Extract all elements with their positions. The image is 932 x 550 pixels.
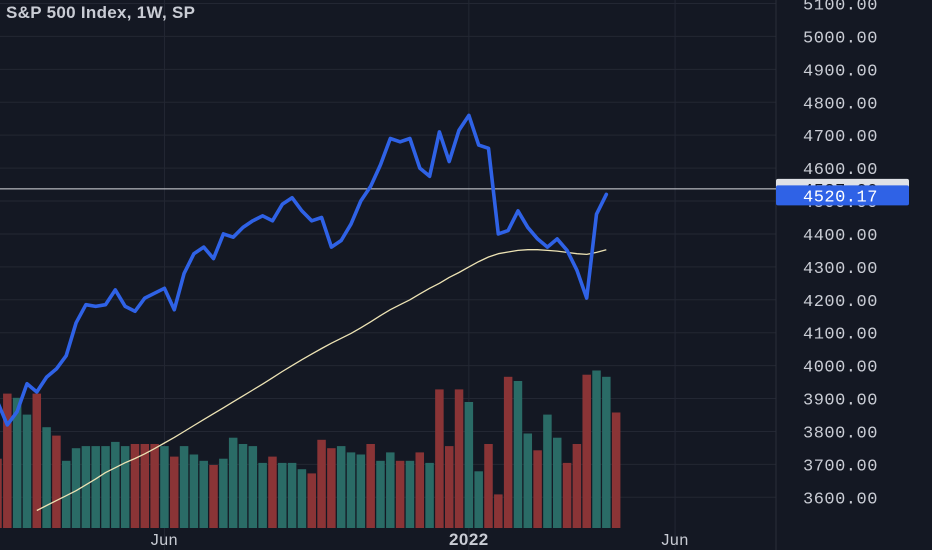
volume-bar bbox=[562, 462, 572, 528]
y-tick-label: 4900.00 bbox=[803, 62, 878, 81]
volume-bar bbox=[199, 460, 208, 528]
volume-bar bbox=[503, 376, 513, 528]
volume-bar bbox=[464, 402, 474, 528]
volume-bar bbox=[238, 444, 248, 528]
volume-bar bbox=[425, 462, 434, 528]
volume-bar bbox=[12, 397, 22, 528]
volume-bar bbox=[435, 389, 444, 528]
volume-bar bbox=[592, 370, 601, 528]
y-tick-label: 4600.00 bbox=[803, 161, 878, 180]
volume-bar bbox=[523, 433, 533, 528]
volume-bar bbox=[189, 454, 199, 528]
volume-bar bbox=[611, 412, 621, 528]
last-price-label-bg bbox=[776, 185, 909, 206]
x-axis: Jun 2022 Jun bbox=[151, 530, 688, 549]
volume-bar bbox=[307, 473, 316, 528]
volume-bar bbox=[150, 444, 159, 528]
grid bbox=[0, 0, 776, 550]
volume-bar bbox=[513, 381, 523, 528]
volume-bar bbox=[111, 441, 120, 528]
volume-bar bbox=[336, 446, 346, 528]
volume-bar bbox=[405, 460, 415, 528]
volume-bar bbox=[160, 446, 169, 528]
y-tick-label: 4000.00 bbox=[803, 359, 878, 378]
volume-bar bbox=[209, 465, 218, 528]
y-tick-label: 4200.00 bbox=[803, 293, 878, 312]
last-price-label-text: 4520.17 bbox=[803, 188, 878, 207]
y-tick-label: 4400.00 bbox=[803, 227, 878, 246]
volume-bar bbox=[130, 444, 140, 528]
volume-bar bbox=[248, 446, 258, 528]
volume-bar bbox=[219, 458, 228, 528]
y-tick-label: 5000.00 bbox=[803, 29, 878, 48]
volume-bar bbox=[71, 448, 81, 528]
volume-bar bbox=[140, 444, 150, 528]
volume-bar bbox=[533, 450, 542, 528]
volume-bar bbox=[81, 446, 91, 528]
volume-bar bbox=[327, 448, 336, 528]
volume-bar bbox=[61, 460, 71, 528]
volume-bar bbox=[52, 435, 61, 528]
volume-bar bbox=[552, 437, 562, 528]
volume-bar bbox=[454, 389, 464, 528]
volume-bar bbox=[228, 437, 238, 528]
volume-bar bbox=[170, 456, 179, 528]
volume-bar bbox=[317, 439, 326, 528]
volume-bar bbox=[0, 458, 2, 528]
volume-bar bbox=[268, 456, 277, 528]
volume-bar bbox=[91, 446, 100, 528]
volume-bar bbox=[32, 393, 42, 528]
volume-bar bbox=[101, 446, 110, 528]
volume-bars bbox=[0, 370, 621, 528]
y-tick-label: 4100.00 bbox=[803, 326, 878, 345]
volume-bar bbox=[444, 446, 454, 528]
volume-bar bbox=[386, 452, 395, 528]
volume-bar bbox=[258, 462, 267, 528]
x-tick-label: 2022 bbox=[449, 530, 489, 549]
volume-bar bbox=[572, 444, 582, 528]
volume-bar bbox=[494, 494, 503, 528]
volume-bar bbox=[356, 454, 366, 528]
volume-bar bbox=[120, 446, 130, 528]
volume-bar bbox=[22, 414, 32, 528]
volume-bar bbox=[484, 444, 493, 528]
x-tick-label: Jun bbox=[661, 532, 688, 549]
y-axis: 5100.00 5000.00 4900.00 4800.00 4700.00 4600.… bbox=[803, 0, 878, 509]
volume-bar bbox=[346, 452, 356, 528]
volume-bar bbox=[287, 462, 297, 528]
volume-bar bbox=[395, 460, 405, 528]
y-tick-label: 4700.00 bbox=[803, 128, 878, 147]
moving-average-line bbox=[36, 249, 607, 512]
volume-bar bbox=[582, 374, 591, 528]
x-tick-label: Jun bbox=[151, 532, 178, 549]
volume-bar bbox=[3, 393, 12, 528]
last-price-label: 4520.17 bbox=[776, 185, 909, 207]
volume-bar bbox=[42, 427, 51, 528]
y-tick-label: 4300.00 bbox=[803, 260, 878, 279]
y-tick-label: 4800.00 bbox=[803, 95, 878, 114]
volume-bar bbox=[376, 460, 385, 528]
volume-bar bbox=[543, 414, 552, 528]
y-tick-label: 3800.00 bbox=[803, 424, 878, 443]
y-tick-label: 5100.00 bbox=[803, 0, 878, 16]
volume-bar bbox=[474, 471, 483, 528]
chart-title: S&P 500 Index, 1W, SP bbox=[6, 3, 196, 22]
volume-bar bbox=[278, 462, 287, 528]
y-tick-label: 3700.00 bbox=[803, 457, 878, 476]
volume-bar bbox=[415, 452, 425, 528]
volume-bar bbox=[366, 444, 375, 528]
volume-bar bbox=[602, 376, 611, 528]
y-tick-label: 3900.00 bbox=[803, 392, 878, 411]
volume-bar bbox=[179, 446, 189, 528]
price-line bbox=[0, 113, 609, 427]
volume-bar bbox=[297, 469, 307, 528]
y-tick-label: 3600.00 bbox=[803, 490, 878, 509]
